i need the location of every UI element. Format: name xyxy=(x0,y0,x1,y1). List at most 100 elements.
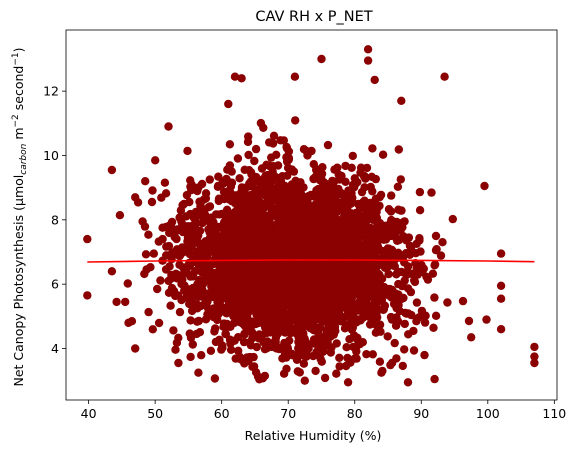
data-point xyxy=(419,264,428,273)
data-point xyxy=(297,232,307,242)
data-point xyxy=(239,200,249,210)
data-point xyxy=(319,343,329,353)
y-axis-label: Net Canopy Photosynthesis (µmolcarbon m−… xyxy=(11,47,29,386)
data-point xyxy=(123,279,132,288)
data-point xyxy=(187,180,196,189)
data-point xyxy=(407,269,416,278)
data-point xyxy=(247,278,256,288)
data-point xyxy=(397,294,407,303)
data-point xyxy=(387,191,396,200)
data-point xyxy=(251,306,261,316)
x-axis: 40 50 60 70 80 90 100 110 xyxy=(81,400,566,421)
data-point xyxy=(268,176,277,185)
data-point xyxy=(218,179,227,189)
data-point xyxy=(420,318,430,327)
data-point xyxy=(317,247,326,256)
data-point xyxy=(158,223,167,232)
y-tick-label: 4 xyxy=(51,341,59,356)
data-point xyxy=(245,215,255,225)
y-axis-label-sup1: −2 xyxy=(11,114,21,127)
data-point xyxy=(375,357,385,366)
data-point xyxy=(335,353,344,362)
data-point xyxy=(270,321,280,330)
data-point xyxy=(218,272,227,282)
data-point xyxy=(252,342,261,352)
y-tick-label: 12 xyxy=(43,84,59,99)
data-point xyxy=(330,299,339,309)
data-point xyxy=(409,346,419,355)
data-point xyxy=(253,372,263,381)
data-point xyxy=(262,192,272,201)
data-point xyxy=(141,250,151,259)
data-point xyxy=(198,239,208,249)
data-point xyxy=(107,267,117,276)
data-point xyxy=(175,213,184,222)
data-point xyxy=(298,246,307,255)
data-point xyxy=(530,342,539,352)
x-tick-label: 70 xyxy=(280,406,296,421)
data-point xyxy=(286,265,295,274)
data-point xyxy=(342,343,351,352)
data-point xyxy=(496,249,506,258)
data-point xyxy=(260,371,270,381)
data-point xyxy=(390,262,399,271)
data-point xyxy=(211,210,221,219)
data-point xyxy=(248,223,257,233)
data-point xyxy=(175,252,184,261)
data-point xyxy=(225,221,234,231)
data-point xyxy=(248,334,257,343)
data-point xyxy=(141,177,150,186)
plot-frame xyxy=(65,29,558,401)
data-point xyxy=(352,354,361,363)
data-point xyxy=(440,72,449,81)
data-point xyxy=(325,242,334,252)
data-point xyxy=(206,346,216,355)
data-point xyxy=(215,298,224,308)
data-point xyxy=(292,355,302,364)
data-point xyxy=(438,238,447,247)
data-point xyxy=(127,317,137,326)
data-point xyxy=(333,266,342,275)
data-point xyxy=(166,274,175,283)
data-point xyxy=(400,319,409,329)
data-point xyxy=(344,306,354,315)
data-point xyxy=(373,313,382,322)
data-point xyxy=(265,161,274,170)
data-point xyxy=(378,150,388,159)
data-point xyxy=(161,265,171,274)
data-point xyxy=(186,316,195,325)
data-point xyxy=(361,224,370,234)
data-point xyxy=(204,264,214,273)
data-point xyxy=(230,336,239,345)
data-point xyxy=(308,289,318,299)
data-point xyxy=(443,298,452,307)
data-point xyxy=(147,197,157,207)
data-point xyxy=(370,75,379,85)
data-point xyxy=(314,191,323,201)
data-point xyxy=(325,310,334,319)
data-point xyxy=(282,319,291,328)
data-point xyxy=(227,238,236,247)
data-point xyxy=(346,358,355,367)
data-point xyxy=(362,350,371,359)
x-axis-label: Relative Humidity (%) xyxy=(245,428,382,443)
data-point xyxy=(317,54,326,64)
data-point xyxy=(368,350,377,359)
data-point xyxy=(242,353,252,362)
data-point xyxy=(280,204,289,213)
y-tick-label: 6 xyxy=(51,277,59,292)
data-point xyxy=(176,206,186,215)
data-point xyxy=(205,217,214,227)
data-point xyxy=(365,320,375,329)
data-point xyxy=(350,281,359,290)
data-point xyxy=(530,352,539,361)
data-point xyxy=(207,245,216,254)
data-point xyxy=(232,230,241,239)
data-point xyxy=(269,208,278,217)
data-point xyxy=(267,305,276,314)
y-axis-label-middle: m xyxy=(11,127,26,143)
data-point xyxy=(205,175,214,184)
data-point xyxy=(448,214,457,224)
data-point xyxy=(309,174,318,183)
data-point xyxy=(299,145,309,154)
